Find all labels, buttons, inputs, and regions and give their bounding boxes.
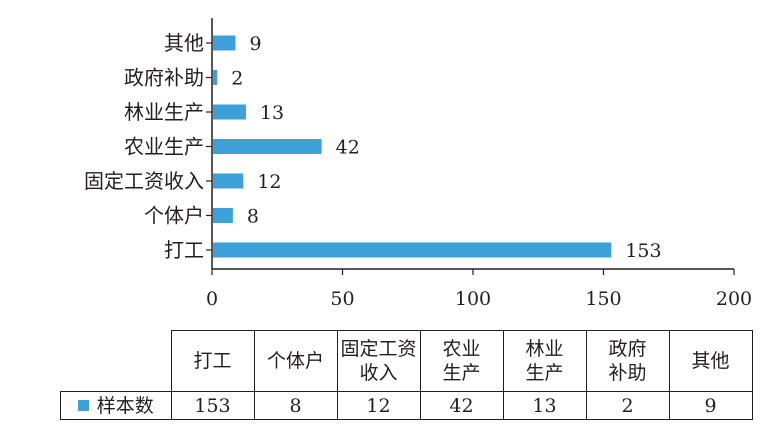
x-tick-label: 0 [206, 288, 218, 310]
table-header-text: 政府补助 [608, 338, 647, 384]
bar [213, 242, 612, 258]
data-label: 9 [249, 33, 261, 55]
data-table: 打工 个体户 固定工资收入 农业生产 林业生产 政府补助 其他 样本数 153 … [60, 330, 753, 420]
table-value-cell: 8 [253, 391, 338, 420]
table-value-cell: 13 [502, 391, 587, 420]
data-label: 153 [625, 240, 661, 262]
y-tick-label: 打工 [164, 238, 204, 262]
data-label: 42 [336, 137, 360, 159]
legend-swatch [77, 400, 89, 411]
table-value-cell: 42 [419, 391, 504, 420]
table-header-text: 固定工资收入 [340, 338, 417, 384]
data-label: 13 [260, 102, 284, 124]
bar [213, 35, 236, 51]
data-label: 2 [231, 68, 243, 90]
x-tick-label: 50 [330, 288, 354, 310]
legend-label: 样本数 [96, 394, 154, 417]
table-legend-cell: 样本数 [60, 391, 172, 420]
y-tick-label: 林业生产 [124, 100, 204, 124]
bar [213, 208, 233, 223]
bar [213, 104, 246, 120]
table-value-row: 样本数 153 8 12 42 13 2 9 [60, 391, 753, 420]
bar [213, 70, 218, 85]
x-tick-label: 100 [455, 288, 491, 310]
table-header-cell: 固定工资收入 [336, 330, 421, 392]
data-label: 12 [257, 171, 281, 193]
y-tick-label: 个体户 [144, 204, 204, 228]
bar-chart: 打工 153 个体户 8 固定工资收入 12 农业生产 42 林业生产 13 政府补助 2 其他 9 0 50… [84, 18, 752, 310]
table-value-cell: 12 [336, 391, 421, 420]
y-tick-label: 农业生产 [124, 135, 204, 159]
table-header-text: 农业生产 [442, 338, 481, 384]
y-tick-label: 固定工资收入 [84, 169, 204, 193]
table-header-cell: 个体户 [253, 330, 338, 392]
y-tick-label: 其他 [164, 31, 204, 55]
table-corner-cell [60, 330, 172, 392]
table-value-cell: 9 [668, 391, 753, 420]
data-label: 8 [247, 206, 259, 228]
bar [213, 139, 322, 154]
table-value-cell: 153 [170, 391, 255, 420]
table-header-cell: 打工 [170, 330, 255, 392]
table-value-cell: 2 [585, 391, 670, 420]
table-header-text: 林业生产 [525, 338, 564, 384]
y-tick-label: 政府补助 [124, 66, 204, 90]
x-tick-label: 200 [716, 288, 752, 310]
x-tick-label: 150 [585, 288, 621, 310]
table-header-cell: 农业生产 [419, 330, 504, 392]
table-header-cell: 政府补助 [585, 330, 670, 392]
table-header-cell: 其他 [668, 330, 753, 392]
table-header-cell: 林业生产 [502, 330, 587, 392]
table-header-row: 打工 个体户 固定工资收入 农业生产 林业生产 政府补助 其他 [60, 330, 753, 392]
bar [213, 173, 244, 189]
